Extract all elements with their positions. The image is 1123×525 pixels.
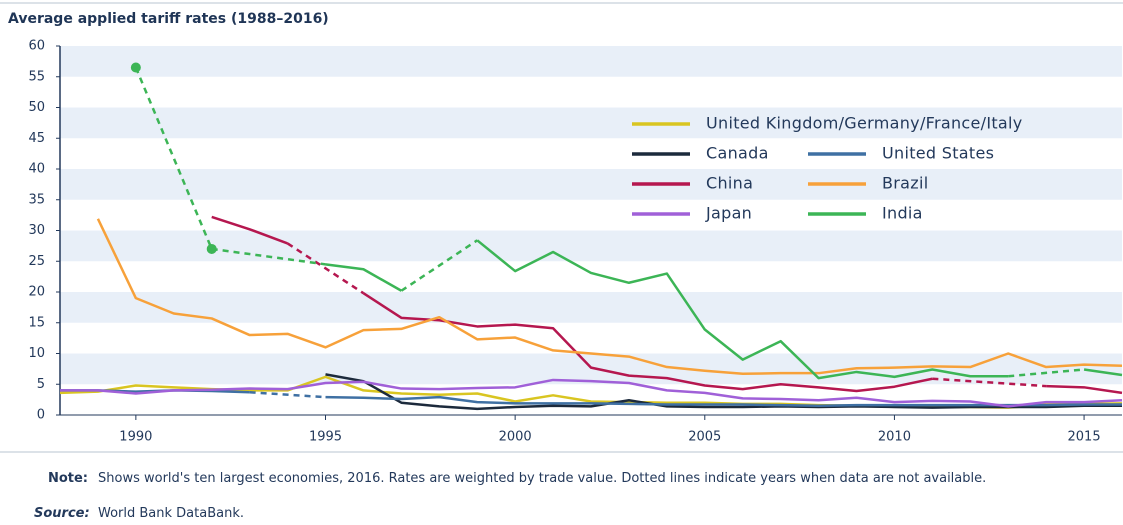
series-line (362, 292, 933, 393)
source: Source: World Bank DataBank. (34, 505, 1098, 522)
gap-bridge (211, 247, 326, 266)
grid-band (60, 46, 1122, 77)
legend-label: India (882, 204, 923, 223)
x-tick-label: 2015 (1068, 430, 1101, 445)
legend-label: United Kingdom/Germany/France/Italy (706, 114, 1023, 133)
y-tick-label: 50 (28, 100, 45, 115)
x-tick-label: 1990 (119, 430, 152, 445)
y-tick-label: 30 (28, 223, 45, 238)
series-line (1083, 368, 1123, 377)
note-label: Note: (47, 471, 88, 486)
series-line (325, 263, 402, 292)
y-tick-label: 20 (28, 285, 45, 300)
gap-bridge (932, 377, 1047, 388)
grid-band (60, 107, 1122, 139)
legend-label: China (706, 174, 753, 193)
source-label: Source: (34, 506, 90, 521)
chart: Average applied tariff rates (1988–2016)… (0, 2, 1123, 453)
y-tick-label: 25 (28, 254, 45, 269)
y-tick-label: 5 (37, 377, 45, 392)
y-tick-label: 45 (28, 131, 45, 146)
grid-band (60, 230, 1122, 262)
series-line (476, 239, 1009, 380)
x-tick-label: 2010 (878, 430, 911, 445)
legend-label: Brazil (882, 174, 928, 193)
y-tick-label: 10 (28, 346, 45, 361)
series-line (60, 378, 1123, 408)
y-tick-label: 15 (28, 315, 45, 330)
grid-band (60, 169, 1122, 200)
source-text: World Bank DataBank. (98, 506, 244, 521)
series-line (325, 373, 1122, 411)
legend-label: Canada (706, 144, 769, 163)
grid-band (60, 292, 1122, 323)
y-tick-label: 35 (28, 192, 45, 207)
x-tick-label: 2005 (688, 430, 721, 445)
y-tick-label: 40 (28, 162, 45, 177)
gap-bridge (249, 390, 326, 399)
gap-bridge (286, 242, 365, 295)
series-line (211, 215, 289, 245)
x-tick-label: 2000 (499, 430, 532, 445)
series-line (1046, 384, 1123, 395)
legend-label: Japan (705, 204, 752, 223)
gap-bridge (1008, 368, 1085, 378)
gap-bridge (134, 67, 213, 250)
gap-bridge (400, 239, 478, 292)
chart-title: Average applied tariff rates (1988–2016) (8, 11, 329, 27)
x-tick-label: 1995 (309, 430, 342, 445)
note-text: Shows world's ten largest economies, 201… (98, 471, 987, 486)
y-tick-label: 0 (37, 408, 45, 423)
series-line (96, 218, 1123, 376)
note: Note: Shows world's ten largest economies… (34, 470, 1114, 487)
y-tick-label: 55 (28, 69, 45, 84)
y-tick-label: 60 (28, 39, 45, 54)
legend-label: United States (882, 144, 994, 163)
